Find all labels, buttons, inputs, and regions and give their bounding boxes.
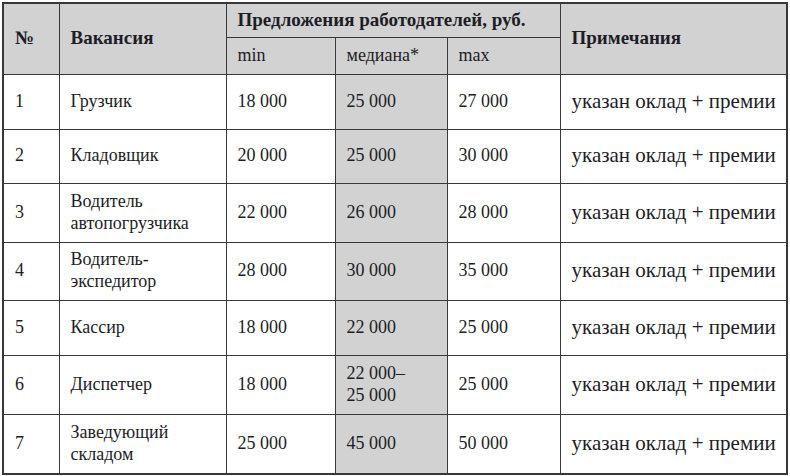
cell-min: 18 000 bbox=[226, 355, 335, 414]
cell-number: 7 bbox=[3, 414, 59, 474]
cell-min: 25 000 bbox=[226, 414, 335, 474]
col-header-offers-group: Предложения работодателей, руб. bbox=[226, 3, 560, 37]
cell-median: 25 000 bbox=[335, 74, 447, 129]
cell-number: 2 bbox=[3, 129, 59, 183]
col-header-number: № bbox=[3, 3, 59, 74]
cell-max: 28 000 bbox=[447, 183, 560, 242]
col-header-max: max bbox=[447, 37, 560, 74]
salary-table: № Вакансия Предложения работодателей, ру… bbox=[2, 2, 788, 475]
cell-min: 22 000 bbox=[226, 183, 335, 242]
cell-max: 35 000 bbox=[447, 242, 560, 300]
cell-number: 3 bbox=[3, 183, 59, 242]
header-row-1: № Вакансия Предложения работодателей, ру… bbox=[3, 3, 787, 37]
cell-median: 30 000 bbox=[335, 242, 447, 300]
cell-max: 50 000 bbox=[447, 414, 560, 474]
cell-vacancy: Водитель автопогрузчика bbox=[59, 183, 226, 242]
cell-notes: указан оклад + премии bbox=[560, 355, 787, 414]
cell-min: 20 000 bbox=[226, 129, 335, 183]
cell-number: 6 bbox=[3, 355, 59, 414]
cell-vacancy: Водитель-экспедитор bbox=[59, 242, 226, 300]
cell-vacancy: Кладовщик bbox=[59, 129, 226, 183]
cell-notes: указан оклад + премии bbox=[560, 129, 787, 183]
cell-number: 4 bbox=[3, 242, 59, 300]
cell-vacancy: Диспетчер bbox=[59, 355, 226, 414]
cell-vacancy: Кассир bbox=[59, 300, 226, 355]
cell-max: 25 000 bbox=[447, 300, 560, 355]
col-header-min: min bbox=[226, 37, 335, 74]
cell-min: 18 000 bbox=[226, 74, 335, 129]
cell-notes: указан оклад + премии bbox=[560, 74, 787, 129]
cell-median: 45 000 bbox=[335, 414, 447, 474]
cell-notes: указан оклад + премии bbox=[560, 242, 787, 300]
table-row: 2 Кладовщик 20 000 25 000 30 000 указан … bbox=[3, 129, 787, 183]
table-row: 4 Водитель-экспедитор 28 000 30 000 35 0… bbox=[3, 242, 787, 300]
table-row: 6 Диспетчер 18 000 22 000– 25 000 25 000… bbox=[3, 355, 787, 414]
col-header-median: медиана* bbox=[335, 37, 447, 74]
cell-number: 5 bbox=[3, 300, 59, 355]
table-row: 3 Водитель автопогрузчика 22 000 26 000 … bbox=[3, 183, 787, 242]
cell-notes: указан оклад + премии bbox=[560, 414, 787, 474]
cell-number: 1 bbox=[3, 74, 59, 129]
cell-median: 25 000 bbox=[335, 129, 447, 183]
cell-min: 28 000 bbox=[226, 242, 335, 300]
cell-vacancy: Грузчик bbox=[59, 74, 226, 129]
cell-min: 18 000 bbox=[226, 300, 335, 355]
cell-vacancy: Заведующий складом bbox=[59, 414, 226, 474]
cell-notes: указан оклад + премии bbox=[560, 300, 787, 355]
cell-max: 30 000 bbox=[447, 129, 560, 183]
cell-max: 25 000 bbox=[447, 355, 560, 414]
table-row: 7 Заведующий складом 25 000 45 000 50 00… bbox=[3, 414, 787, 474]
cell-median: 22 000– 25 000 bbox=[335, 355, 447, 414]
cell-median: 26 000 bbox=[335, 183, 447, 242]
cell-notes: указан оклад + премии bbox=[560, 183, 787, 242]
table-row: 1 Грузчик 18 000 25 000 27 000 указан ок… bbox=[3, 74, 787, 129]
cell-median: 22 000 bbox=[335, 300, 447, 355]
col-header-vacancy: Вакансия bbox=[59, 3, 226, 74]
col-header-notes: Примечания bbox=[560, 3, 787, 74]
table-row: 5 Кассир 18 000 22 000 25 000 указан окл… bbox=[3, 300, 787, 355]
cell-max: 27 000 bbox=[447, 74, 560, 129]
